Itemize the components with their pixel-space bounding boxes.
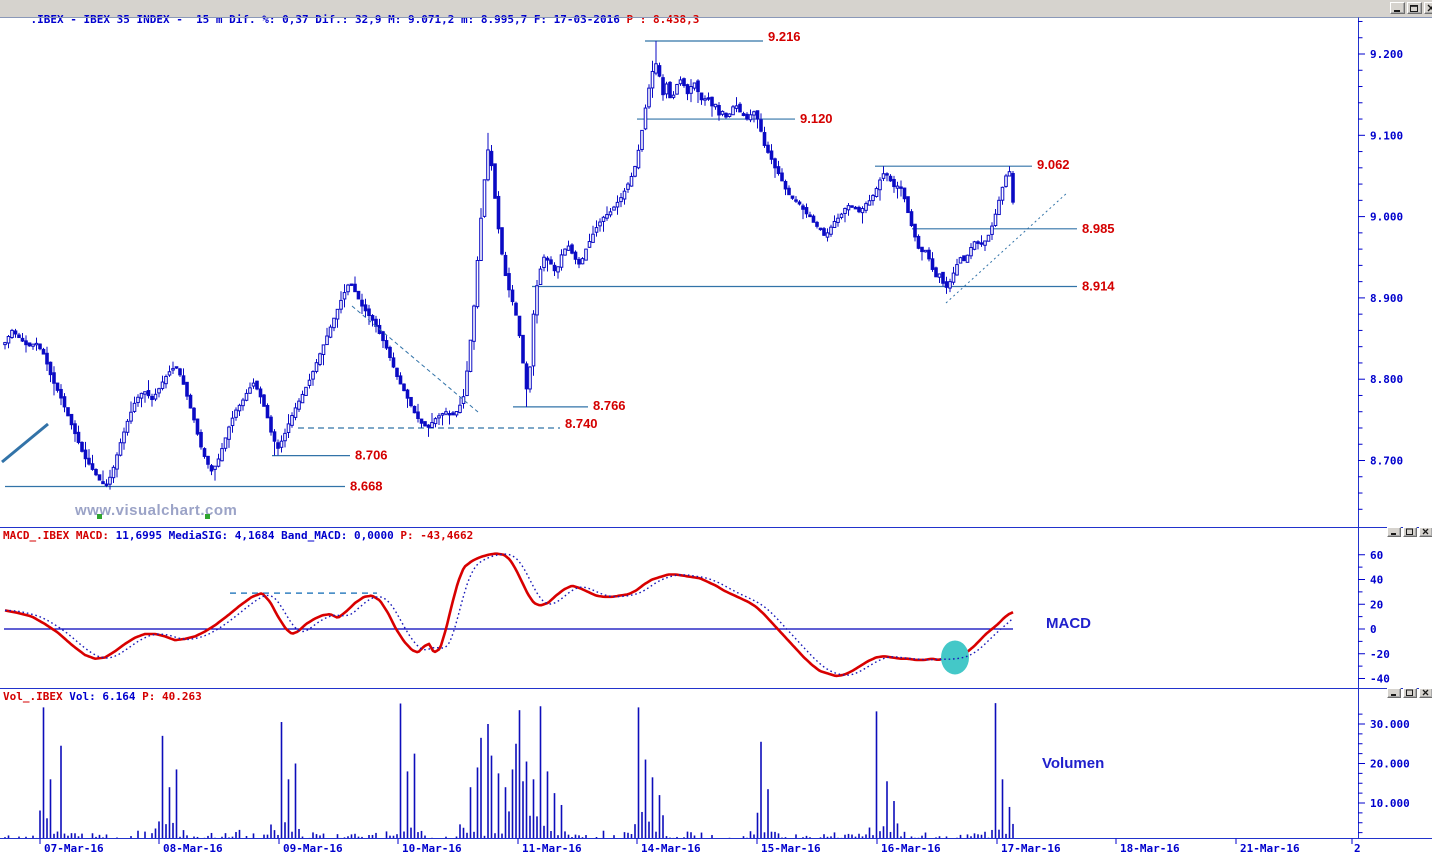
svg-text:17-Mar-16: 17-Mar-16	[1001, 842, 1061, 855]
svg-text:21-Mar-16: 21-Mar-16	[1240, 842, 1300, 855]
date-axis: 07-Mar-16 08-Mar-16 09-Mar-16 10-Mar-16 11-M…	[39, 838, 1361, 855]
price-level-label: 8.706	[355, 448, 388, 463]
highlight-ellipse	[941, 640, 969, 675]
price-level-label: 8.914	[1082, 279, 1115, 294]
close-icon	[1427, 4, 1432, 11]
volume-minimize-button[interactable]	[1387, 688, 1401, 698]
minimize-icon	[1394, 9, 1400, 12]
watermark: www.visualchart.com	[74, 502, 237, 519]
minimize-icon	[1391, 694, 1396, 696]
title-segment: Vol_.IBEX	[3, 690, 70, 703]
trendlines	[1, 191, 1069, 464]
maximize-button[interactable]	[1407, 2, 1422, 14]
macd-label: MACD	[1046, 615, 1091, 632]
maximize-icon	[1410, 4, 1418, 12]
macd-plot	[4, 552, 1014, 678]
maximize-icon	[1406, 689, 1413, 696]
svg-text:09-Mar-16: 09-Mar-16	[283, 842, 343, 855]
price-level-label: 8.740	[565, 416, 598, 431]
svg-text:30.000: 30.000	[1370, 718, 1410, 731]
volume-panel-title: Vol_.IBEX Vol: 6.164 P: 40.263	[3, 690, 202, 703]
svg-text:www.visualchart.com: www.visualchart.com	[74, 502, 237, 519]
volume-bars	[4, 703, 1014, 838]
volume-maximize-button[interactable]	[1403, 688, 1417, 698]
window-controls	[1390, 2, 1432, 14]
svg-text:40: 40	[1370, 574, 1383, 587]
macd-axis: -40 -20 0 20 40 60	[1358, 549, 1390, 686]
price-level-label: 9.062	[1037, 157, 1070, 172]
svg-text:10.000: 10.000	[1370, 797, 1410, 810]
svg-text:08-Mar-16: 08-Mar-16	[163, 842, 223, 855]
close-icon	[1422, 528, 1429, 535]
macd-close-button[interactable]	[1419, 527, 1432, 537]
svg-text:10-Mar-16: 10-Mar-16	[402, 842, 462, 855]
svg-text:07-Mar-16: 07-Mar-16	[44, 842, 104, 855]
volume-axis: 10.000 20.000 30.000	[1358, 713, 1410, 834]
svg-text:0: 0	[1370, 623, 1377, 636]
volume-label: Volumen	[1042, 755, 1104, 772]
volume-panel-controls	[1387, 688, 1432, 698]
price-level-label: 9.216	[768, 29, 801, 44]
minimize-icon	[1391, 533, 1396, 535]
macd-maximize-button[interactable]	[1403, 527, 1417, 537]
title-segment: P : 8.438,3	[626, 13, 700, 26]
svg-text:Volumen: Volumen	[1042, 755, 1104, 772]
svg-text:20.000: 20.000	[1370, 758, 1410, 771]
svg-text:20: 20	[1370, 598, 1383, 611]
svg-text:8.800: 8.800	[1370, 373, 1403, 386]
candlesticks	[3, 40, 1015, 490]
price-level-label: 8.766	[593, 398, 626, 413]
macd-line	[4, 552, 1014, 678]
price-levels: 9.216 9.120 9.062 8.985 8.914 8.766 8.740 8.706…	[5, 29, 1115, 494]
volume-close-button[interactable]	[1419, 688, 1432, 698]
title-segment: MACD_.IBEX MACD:	[3, 529, 116, 542]
maximize-icon	[1406, 528, 1413, 535]
macd-panel-title: MACD_.IBEX MACD: 11,6995 MediaSIG: 4,168…	[3, 529, 473, 542]
close-button[interactable]	[1424, 2, 1432, 14]
minimize-button[interactable]	[1390, 2, 1405, 14]
svg-text:11-Mar-16: 11-Mar-16	[522, 842, 582, 855]
svg-text:MACD: MACD	[1046, 615, 1091, 632]
macd-signal-line	[5, 553, 1014, 676]
svg-text:2: 2	[1354, 842, 1361, 855]
svg-text:9.000: 9.000	[1370, 211, 1403, 224]
svg-text:9.100: 9.100	[1370, 129, 1403, 142]
svg-text:18-Mar-16: 18-Mar-16	[1120, 842, 1180, 855]
svg-text:16-Mar-16: 16-Mar-16	[881, 842, 941, 855]
svg-text:8.900: 8.900	[1370, 292, 1403, 305]
window-title-bar[interactable]: .IBEX - IBEX 35 INDEX - 15 m Dif. %: 0,3…	[0, 0, 1432, 26]
price-axis: 8.700 8.800 8.900 9.000 9.100 9.200	[1358, 20, 1403, 510]
title-segment: .IBEX - IBEX 35 INDEX - 15 m Dif. %: 0,3…	[30, 13, 627, 26]
svg-text:9.200: 9.200	[1370, 48, 1403, 61]
price-level-label: 9.120	[800, 111, 833, 126]
svg-text:15-Mar-16: 15-Mar-16	[761, 842, 821, 855]
svg-text:60: 60	[1370, 549, 1383, 562]
price-level-label: 8.985	[1082, 221, 1115, 236]
title-segment: Vol: 6.164	[69, 690, 143, 703]
title-segment: P: 40.263	[142, 690, 202, 703]
macd-minimize-button[interactable]	[1387, 527, 1401, 537]
price-level-label: 8.668	[350, 479, 383, 494]
title-segment: 11,6995 MediaSIG: 4,1684 Band_MACD: 0,00…	[115, 529, 401, 542]
window-title: .IBEX - IBEX 35 INDEX - 15 m Dif. %: 0,3…	[27, 13, 700, 26]
title-segment: P: -43,4662	[400, 529, 474, 542]
close-icon	[1422, 689, 1429, 696]
svg-text:-40: -40	[1370, 673, 1390, 686]
svg-text:14-Mar-16: 14-Mar-16	[641, 842, 701, 855]
svg-text:-20: -20	[1370, 648, 1390, 661]
panel-frame	[0, 17, 1432, 839]
macd-panel-controls	[1387, 527, 1432, 537]
svg-text:8.700: 8.700	[1370, 455, 1403, 468]
